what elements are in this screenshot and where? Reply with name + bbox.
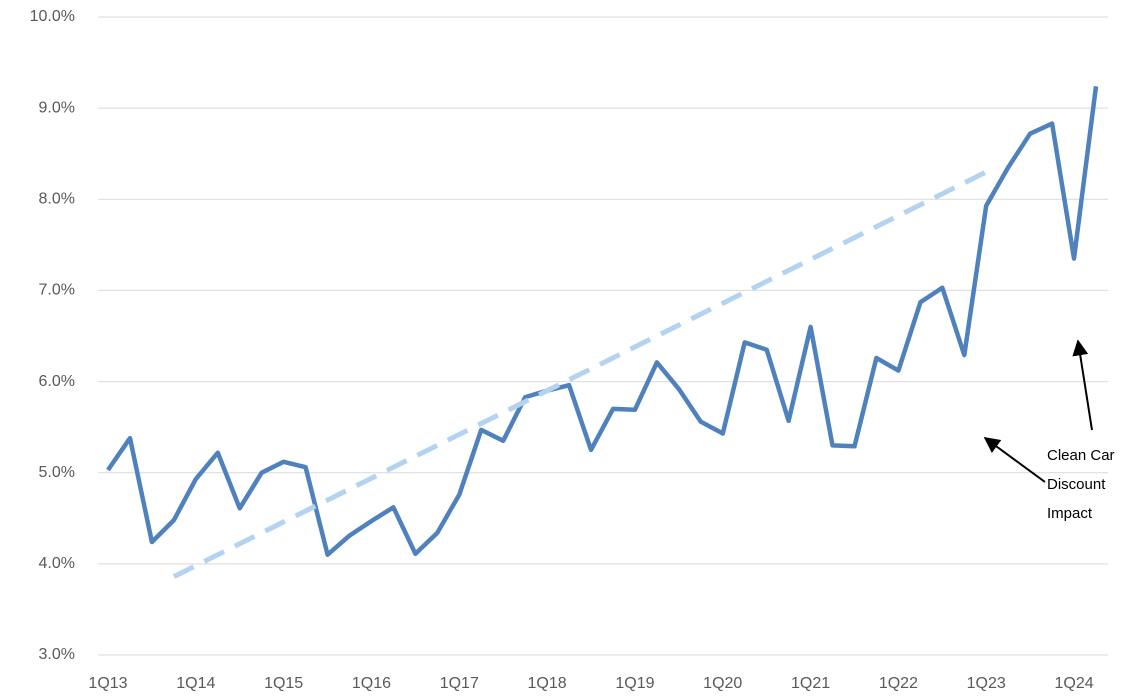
y-tick-label: 3.0% <box>39 646 75 663</box>
x-tick-label: 1Q21 <box>791 675 830 692</box>
x-tick-label: 1Q23 <box>967 675 1006 692</box>
line-series <box>172 169 988 579</box>
y-tick-label: 9.0% <box>39 99 75 116</box>
x-tick-label: 1Q15 <box>264 675 303 692</box>
x-tick-label: 1Q14 <box>176 675 215 692</box>
x-tick-label: 1Q19 <box>615 675 654 692</box>
arrow <box>1072 339 1093 431</box>
annotation: Impact <box>1047 505 1093 522</box>
y-tick-label: 6.0% <box>39 373 75 390</box>
annotation: Discount <box>1047 476 1106 493</box>
y-tick-label: 4.0% <box>39 555 75 572</box>
line-series <box>106 86 1099 557</box>
x-tick-label: 1Q17 <box>440 675 479 692</box>
plot <box>106 86 1099 579</box>
x-tick-label: 1Q16 <box>352 675 391 692</box>
x-tick-label: 1Q20 <box>703 675 742 692</box>
y-tick-label: 10.0% <box>30 8 75 25</box>
y-tick-label: 5.0% <box>39 464 75 481</box>
y-tick-label: 8.0% <box>39 191 75 208</box>
x-tick-label: 1Q22 <box>879 675 918 692</box>
x-tick-label: 1Q18 <box>528 675 567 692</box>
x-tick-label: 1Q13 <box>88 675 127 692</box>
y-tick-label: 7.0% <box>39 282 75 299</box>
annotation: Clean Car <box>1047 447 1115 464</box>
arrow <box>983 437 1046 483</box>
x-tick-label: 1Q24 <box>1054 675 1093 692</box>
